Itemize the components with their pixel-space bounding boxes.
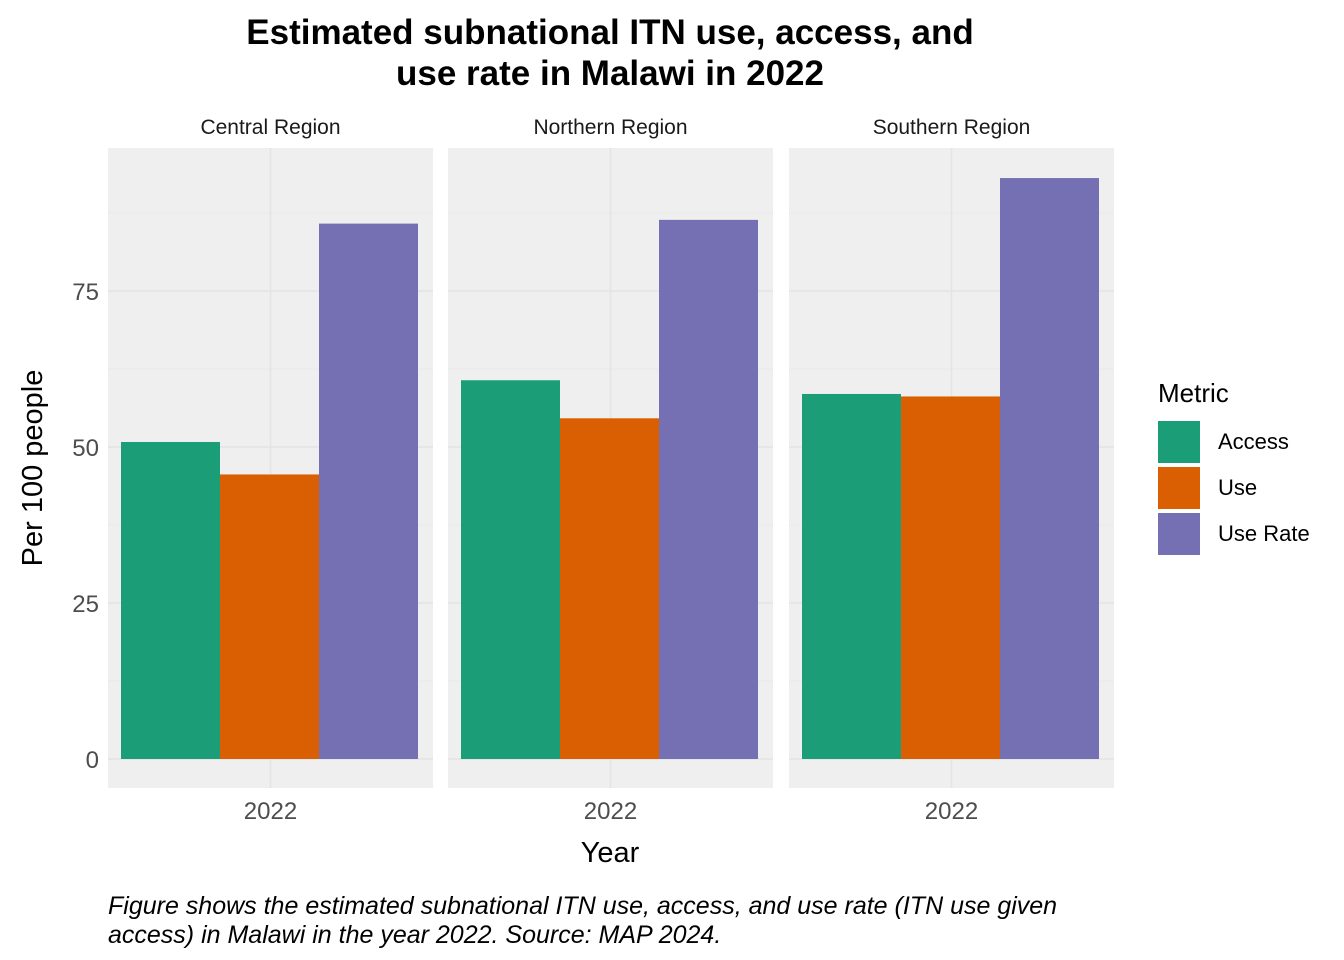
legend-swatch-access	[1158, 421, 1200, 463]
bar-northern-region-use-rate	[659, 219, 758, 759]
chart-title-line-1: Estimated subnational ITN use, access, a…	[246, 13, 974, 52]
y-tick-label-75: 75	[72, 279, 99, 306]
bar-central-region-use	[220, 474, 319, 759]
x-tick-label-southern-region: 2022	[925, 798, 978, 825]
y-tick-label-25: 25	[72, 591, 99, 618]
legend-item-use-rate: Use Rate	[1158, 511, 1310, 557]
legend: Metric Access Use Use Rate	[1158, 378, 1310, 557]
legend-label-access: Access	[1218, 429, 1289, 454]
chart-title: Estimated subnational ITN use, access, a…	[0, 12, 1220, 94]
facet-label-southern-region: Southern Region	[873, 116, 1031, 139]
legend-item-access: Access	[1158, 419, 1310, 465]
legend-item-use: Use	[1158, 465, 1310, 511]
y-tick-label-50: 50	[72, 435, 99, 462]
bar-southern-region-use-rate	[1000, 178, 1099, 759]
figure-caption-line-2: access) in Malawi in the year 2022. Sour…	[108, 921, 722, 949]
x-axis-title: Year	[581, 837, 640, 869]
x-tick-label-central-region: 2022	[244, 798, 297, 825]
bar-southern-region-access	[802, 393, 901, 759]
x-tick-label-northern-region: 2022	[584, 798, 637, 825]
figure-caption-line-1: Figure shows the estimated subnational I…	[108, 892, 1058, 920]
bar-central-region-access	[121, 442, 220, 759]
chart-title-line-2: use rate in Malawi in 2022	[396, 54, 824, 93]
legend-title: Metric	[1158, 378, 1229, 408]
bar-northern-region-access	[461, 380, 560, 759]
facet-label-northern-region: Northern Region	[533, 116, 687, 139]
legend-swatch-use	[1158, 467, 1200, 509]
bar-northern-region-use	[560, 418, 659, 759]
facet-label-central-region: Central Region	[200, 116, 340, 139]
legend-label-use: Use	[1218, 475, 1258, 500]
legend-label-use-rate: Use Rate	[1218, 521, 1310, 546]
figure-caption: Figure shows the estimated subnational I…	[108, 892, 1258, 950]
y-tick-label-0: 0	[86, 747, 99, 774]
bar-central-region-use-rate	[319, 223, 418, 759]
y-axis-title: Per 100 people	[17, 370, 49, 567]
bar-southern-region-use	[901, 396, 1000, 759]
legend-swatch-use-rate	[1158, 513, 1200, 555]
